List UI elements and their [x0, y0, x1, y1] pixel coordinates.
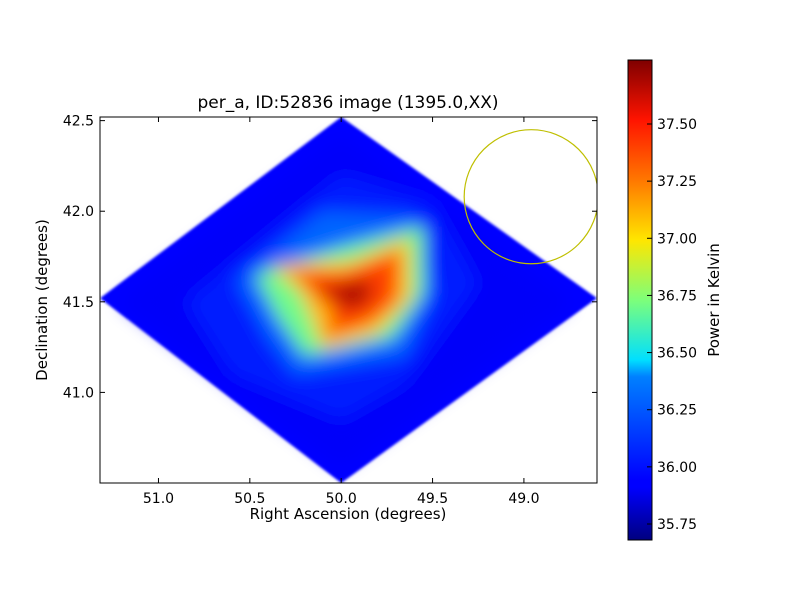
- colorbar-ticks: 35.75 36.00 36.25 36.50 36.75 37.00 37.25 37.50: [647, 117, 697, 533]
- colorbar-tick-label: 36.75: [657, 288, 697, 304]
- colorbar-tick-label: 37.00: [657, 231, 697, 247]
- colorbar-tick-label: 37.25: [657, 174, 697, 190]
- y-tick-label: 42.5: [63, 114, 94, 130]
- x-tick-label: 51.0: [143, 491, 174, 507]
- x-tick-label: 49.0: [508, 491, 539, 507]
- colorbar-label: Power in Kelvin: [705, 243, 723, 357]
- beam-circle: [463, 129, 597, 265]
- colorbar-frame: [627, 59, 653, 541]
- x-tick-label: 50.5: [234, 491, 265, 507]
- axes-frame: [99, 116, 598, 484]
- colorbar-tick-label: 36.00: [657, 460, 697, 476]
- colorbar-tick-label: 36.50: [657, 346, 697, 362]
- heatmap-layer: [100, 117, 597, 483]
- x-tick-label: 49.5: [417, 491, 448, 507]
- colorbar-gradient: [628, 60, 652, 540]
- y-tick-label: 41.5: [63, 295, 94, 311]
- y-axis-label: Declination (degrees): [33, 219, 51, 381]
- x-axis-ticks: 51.0 50.5 50.0 49.5 49.0: [143, 117, 539, 507]
- x-axis-label: Right Ascension (degrees): [250, 505, 447, 523]
- y-tick-label: 41.0: [63, 385, 94, 401]
- x-tick-label: 50.0: [326, 491, 357, 507]
- contour-level: [315, 280, 373, 311]
- colorbar-tick-label: 37.50: [657, 117, 697, 133]
- chart-title: per_a, ID:52836 image (1395.0,XX): [197, 93, 498, 113]
- plot-area: [100, 117, 597, 483]
- y-axis-ticks: 41.0 41.5 42.0 42.5: [63, 114, 597, 401]
- contour-fill-group: [121, 138, 570, 465]
- colorbar-tick-label: 35.75: [657, 517, 697, 533]
- y-tick-label: 42.0: [63, 204, 94, 220]
- annotation-layer: [463, 129, 597, 265]
- colorbar-tick-label: 36.25: [657, 403, 697, 419]
